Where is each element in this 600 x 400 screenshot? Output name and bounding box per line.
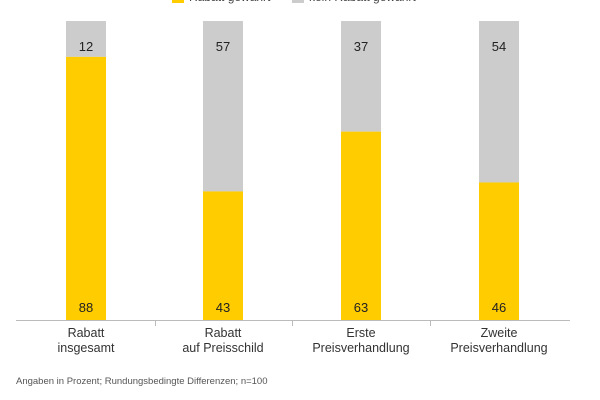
- value-label-discount-1: 88: [79, 300, 93, 315]
- legend-label-2: kein Rabatt gewährt: [309, 0, 416, 4]
- category-label-line: Preisverhandlung: [450, 341, 547, 355]
- value-label-discount-4: 46: [492, 300, 506, 315]
- legend: Rabatt gewährt kein Rabatt gewährt: [172, 0, 416, 4]
- value-label-no-discount-1: 12: [79, 39, 93, 54]
- value-label-no-discount-2: 57: [216, 39, 230, 54]
- value-label-no-discount-4: 54: [492, 39, 506, 54]
- bars: 12 88 57 43 37 63 54 46: [66, 21, 519, 320]
- category-label-line: Preisverhandlung: [312, 341, 409, 355]
- bar-discount-3: [341, 131, 381, 320]
- category-label-4: Zweite Preisverhandlung: [450, 326, 547, 355]
- bar-discount-4: [479, 182, 519, 320]
- category-label-line: insgesamt: [58, 341, 115, 355]
- value-label-no-discount-3: 37: [354, 39, 368, 54]
- legend-swatch-1: [172, 0, 184, 3]
- bar-no-discount-4: [479, 21, 519, 183]
- bar-no-discount-2: [203, 21, 243, 192]
- legend-label-1: Rabatt gewährt: [189, 0, 271, 4]
- bar-no-discount-3: [341, 21, 381, 132]
- chart-footnote: Angaben in Prozent; Rundungsbedingte Dif…: [16, 376, 268, 387]
- category-label-line: Rabatt: [68, 326, 105, 340]
- bar-discount-2: [203, 191, 243, 320]
- value-label-discount-3: 63: [354, 300, 368, 315]
- category-label-2: Rabatt auf Preisschild: [182, 326, 263, 355]
- category-label-line: Rabatt: [205, 326, 242, 340]
- category-label-line: Zweite: [481, 326, 518, 340]
- value-label-discount-2: 43: [216, 300, 230, 315]
- category-label-line: auf Preisschild: [182, 341, 263, 355]
- category-label-3: Erste Preisverhandlung: [312, 326, 409, 355]
- category-label-line: Erste: [346, 326, 375, 340]
- legend-swatch-2: [292, 0, 304, 3]
- bar-no-discount-1: [66, 21, 106, 57]
- category-label-1: Rabatt insgesamt: [58, 326, 115, 355]
- bar-discount-1: [66, 56, 106, 320]
